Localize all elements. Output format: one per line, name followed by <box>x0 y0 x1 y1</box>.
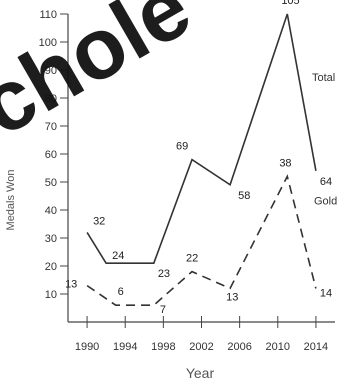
y-tick-label: 30 <box>45 233 57 245</box>
x-tick-label: 2002 <box>189 341 213 353</box>
x-tick-label: 1994 <box>113 341 137 353</box>
y-axis-title: Medals Won <box>5 170 17 231</box>
series-name-label: Total <box>312 72 335 84</box>
y-tick-label: 70 <box>45 121 57 133</box>
series-names: Total Gold <box>312 72 337 207</box>
data-label: 23 <box>158 268 170 280</box>
data-label: 7 <box>160 304 166 316</box>
data-label: 13 <box>226 291 238 303</box>
data-label: 14 <box>320 287 332 299</box>
x-tick-label: 2006 <box>227 341 251 353</box>
data-label: 22 <box>186 253 198 265</box>
y-tick-label: 50 <box>45 177 57 189</box>
x-tick-label: 1998 <box>151 341 175 353</box>
y-tick-label: 90 <box>45 65 57 77</box>
series-group <box>86 13 317 306</box>
data-label: 32 <box>93 215 105 227</box>
data-label: 6 <box>118 286 124 298</box>
x-tick-label: 2014 <box>304 341 328 353</box>
data-label: 64 <box>320 176 332 188</box>
x-axis-title: Year <box>186 365 215 381</box>
data-label: 105 <box>281 0 299 7</box>
data-label: 69 <box>176 141 188 153</box>
data-label: 58 <box>238 190 250 202</box>
series-line-gold <box>86 174 317 306</box>
data-label: 13 <box>65 279 77 291</box>
y-tick-label: 110 <box>39 9 57 21</box>
y-tick-label: 60 <box>45 149 57 161</box>
data-label: 38 <box>279 157 291 169</box>
y-tick-label: 10 <box>45 289 57 301</box>
x-tick-label: 1990 <box>75 341 99 353</box>
series-name-label: Gold <box>314 195 337 207</box>
y-tick-label: 80 <box>45 93 57 105</box>
data-label: 24 <box>112 250 124 262</box>
y-tick-label: 100 <box>39 37 57 49</box>
watermark-text: chole <box>0 0 206 154</box>
y-tick-label: 40 <box>45 205 57 217</box>
x-tick-label: 2010 <box>266 341 290 353</box>
y-ticks: 10 20 30 40 50 60 70 80 90 100 110 <box>39 9 68 301</box>
data-labels: 32 24 23 69 58 105 64 13 6 7 22 13 38 14 <box>65 0 332 316</box>
series-line-total <box>86 13 317 264</box>
y-tick-label: 20 <box>45 261 57 273</box>
x-ticks: 1990 1994 1998 2002 2006 2010 2014 <box>75 316 328 353</box>
